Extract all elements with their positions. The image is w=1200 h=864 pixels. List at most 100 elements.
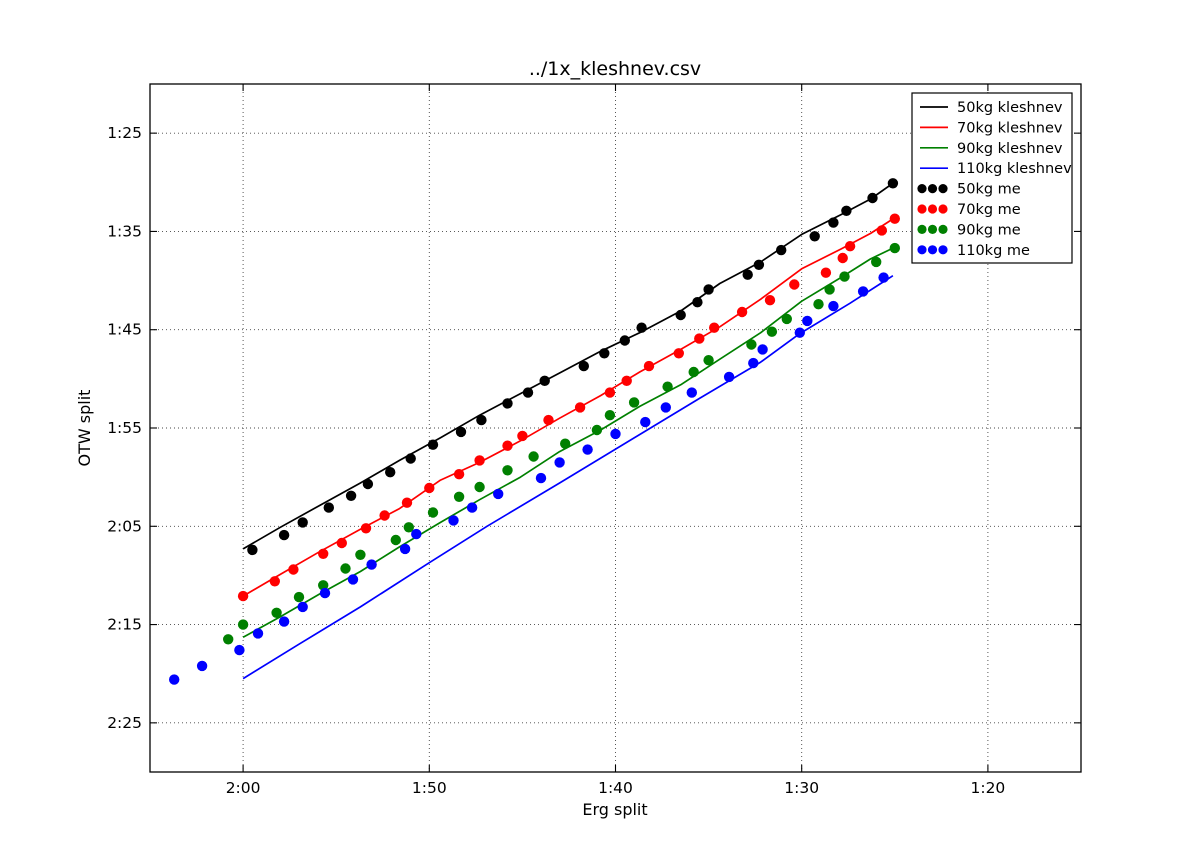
data-point [390,534,401,546]
data-point [824,284,835,295]
legend-item-label: 110kg me [957,243,1030,259]
data-point [297,517,308,528]
legend-item: 70kg me [917,202,1021,218]
data-point [837,252,848,264]
data-point [493,488,504,500]
data-point [237,619,249,630]
legend-dot-marker [917,245,927,255]
grid [150,84,1081,772]
data-point [385,467,396,478]
data-point [318,580,329,591]
data-point [809,231,820,242]
legend-item-label: 90kg kleshnev [957,141,1063,157]
data-point [237,590,249,602]
data-point [336,537,347,549]
data-point [675,309,686,321]
series-line-50kg-kleshnev [242,182,894,550]
data-point [424,482,435,494]
data-point [318,548,329,559]
data-point [278,529,290,541]
data-point [723,371,735,383]
data-point [223,634,234,645]
data-point [703,355,714,366]
data-point [366,559,377,570]
legend-dot-marker [917,224,927,234]
legend-dot-marker [927,184,938,194]
data-point [502,465,513,476]
data-point [355,549,366,560]
data-point [889,242,900,254]
data-point [522,387,534,398]
data-point [828,300,839,312]
data-point [640,416,651,428]
data-point [694,333,705,344]
data-point [621,375,632,386]
data-point [736,306,748,318]
data-point [857,286,869,297]
legend-dot-marker [917,184,927,194]
data-point [362,478,374,490]
data-point [535,472,547,484]
data-point [554,457,565,468]
legend-item: 110kg kleshnev [920,161,1072,177]
data-point [692,297,703,308]
data-point [876,225,887,236]
data-point [636,322,647,333]
y-tick-label: 2:25 [107,714,142,732]
series-scatter-110kg-me [169,272,889,685]
data-point [871,256,882,268]
legend-item: 50kg me [917,182,1021,198]
data-point [278,616,290,627]
y-axis-label: OTW split [75,390,94,467]
legend-item: 90kg kleshnev [920,141,1063,157]
legend-dot-marker [917,204,927,214]
data-point [887,178,899,189]
data-point [247,544,258,556]
data-point [528,451,539,462]
data-point [878,272,889,283]
legend-dot-marker [927,245,938,255]
data-point [742,269,753,280]
data-point [234,644,245,656]
axes: 2:00 1:50 1:40 1:30 1:20 1:25 1:35 1:45 1:55 2:05… [107,83,1082,797]
data-point [802,315,813,327]
data-point [401,497,413,508]
data-point [411,528,422,540]
series-scatter-50kg-me [247,178,899,556]
data-point [599,348,610,359]
data-point [781,313,792,325]
data-point [502,440,513,451]
legend-dot-marker [938,245,948,255]
data-point [709,322,720,333]
data-point [813,299,824,310]
data-point [582,444,593,455]
legend: 50kg kleshnev 70kg kleshnev 90kg kleshnev 1… [911,92,1073,264]
data-point [455,426,467,438]
data-point [662,381,673,392]
chart-title: ../1x_kleshnev.csv [529,58,701,80]
data-point [360,523,372,534]
data-point [591,424,603,436]
data-point [399,543,411,555]
data-point [474,481,485,493]
data-point [405,453,416,464]
data-point [453,469,465,480]
legend-item: 50kg kleshnev [920,100,1063,116]
data-point [323,502,334,513]
data-point [543,414,554,426]
data-point [766,326,778,337]
legend-dot-marker [938,224,948,234]
data-point [347,574,359,585]
data-point [604,410,616,421]
data-point [252,628,264,639]
legend-item-label: 50kg me [957,182,1021,198]
legend-item-label: 70kg me [957,202,1021,218]
legend-dot-marker [938,184,948,194]
legend-box [911,92,1073,264]
data-point [345,490,357,501]
x-tick-label: 1:20 [970,779,1005,797]
data-point [427,507,439,518]
data-point [889,213,900,224]
data-point [748,357,759,369]
